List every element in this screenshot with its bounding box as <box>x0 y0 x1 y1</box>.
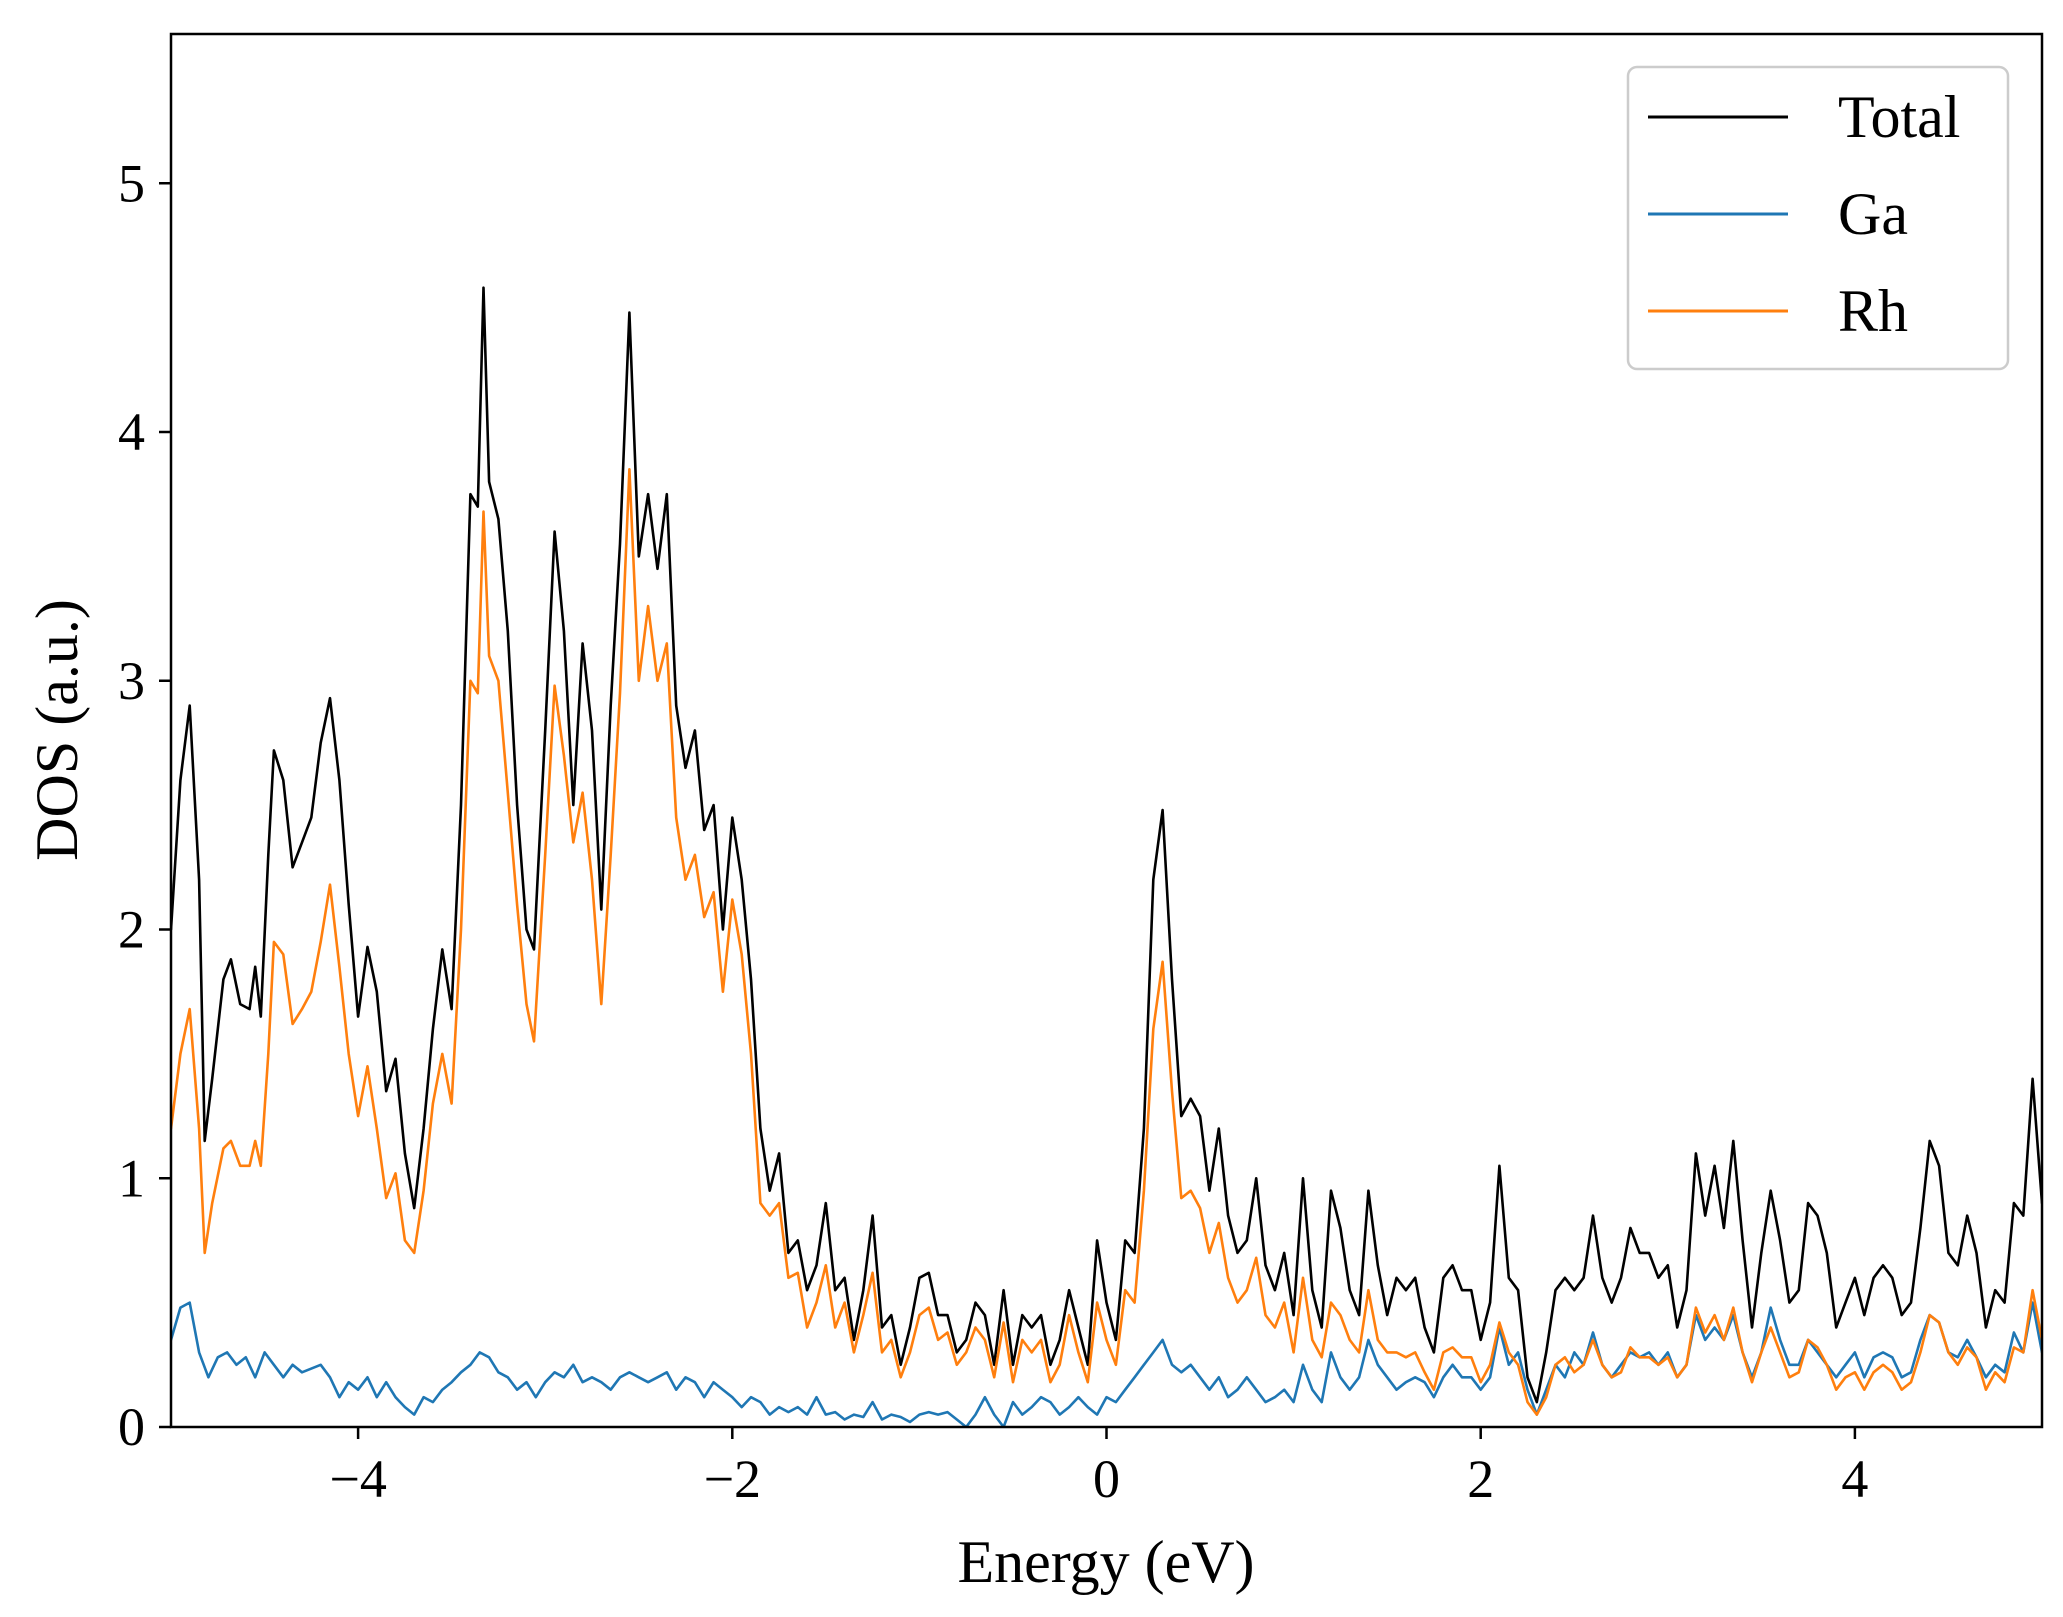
x-tick-label: −4 <box>329 1449 386 1509</box>
x-axis-title: Energy (eV) <box>957 1529 1254 1595</box>
legend: Total Ga Rh <box>1626 65 2010 371</box>
x-tick-label: 0 <box>1093 1449 1120 1509</box>
y-tick-label: 4 <box>118 402 145 462</box>
y-axis: 0 1 2 3 4 5 <box>118 153 171 1457</box>
legend-label-total: Total <box>1838 84 1960 150</box>
y-axis-title: DOS (a.u.) <box>24 599 90 861</box>
series-line-rh <box>171 468 2042 1416</box>
legend-box <box>1626 65 2010 371</box>
series-line-ga <box>171 1301 2042 1427</box>
x-tick-label: 4 <box>1841 1449 1868 1509</box>
y-tick-label: 1 <box>118 1148 145 1208</box>
x-tick-label: −2 <box>704 1449 761 1509</box>
legend-label-ga: Ga <box>1838 181 1908 247</box>
x-axis: −4 −2 0 2 4 <box>329 1427 1868 1509</box>
y-tick-label: 5 <box>118 153 145 213</box>
series-group <box>171 286 2042 1427</box>
series-line-total <box>171 286 2042 1404</box>
y-tick-label: 2 <box>118 900 145 960</box>
y-tick-label: 0 <box>118 1397 145 1457</box>
x-tick-label: 2 <box>1467 1449 1494 1509</box>
legend-label-rh: Rh <box>1838 278 1908 344</box>
y-tick-label: 3 <box>118 651 145 711</box>
